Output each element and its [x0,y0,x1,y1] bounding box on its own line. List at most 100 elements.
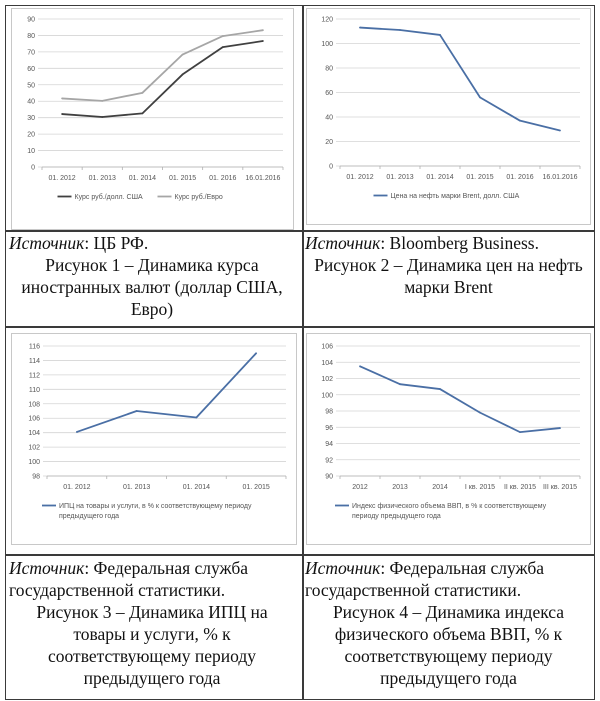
series-line [359,26,561,132]
source-line: Источник: ЦБ РФ. [9,232,295,254]
y-tick-label: 10 [27,148,35,155]
data-point [255,352,258,355]
data-point [359,365,361,368]
y-tick-label: 20 [27,132,35,139]
x-tick-label: 01. 2015 [169,175,196,182]
y-tick-label: 104 [28,430,40,437]
x-tick-label: 01. 2016 [506,174,533,181]
y-tick-label: 108 [28,401,40,408]
x-tick-label: 01. 2012 [346,174,373,181]
y-tick-label: 114 [29,358,40,365]
x-tick-label: 01. 2014 [183,484,210,491]
y-tick-label: 100 [321,392,333,399]
y-tick-label: 100 [28,459,40,466]
legend-label: Индекс физического объема ВВП, в % к соо… [352,502,547,510]
y-tick-label: 80 [27,33,35,40]
chart-exchange-rates: 0 10 20 30 40 50 60 70 80 90 01. 2012 01. 2013 01. 2… [11,8,294,230]
data-point [181,73,184,76]
caption-figure-2: Источник: Bloomberg Business. Рисунок 2 … [305,232,592,298]
figure-caption: Рисунок 2 – Динамика цен на нефть марки … [314,255,583,297]
data-point [439,34,441,36]
x-tick-label: 01. 2013 [386,174,413,181]
x-tick-label: 16.01.2016 [245,175,280,182]
series-line [62,29,264,102]
data-point [479,411,481,414]
series-line [76,352,257,433]
source-label: Источник [9,233,85,253]
chart-svg: 0 10 20 30 40 50 60 70 80 90 01. 2012 01. 2013 01. 2… [27,17,284,201]
data-point [141,112,144,115]
x-tick-label: III кв. 2015 [543,484,577,491]
y-tick-label: 102 [321,376,333,383]
x-tick-label: 01. 2013 [89,175,116,182]
chart-svg: 90 92 94 96 98 100 102 104 106 2012 2013 2014 I кв. … [321,344,581,520]
chart-brent-oil: 0 20 40 60 80 100 120 01. 2012 01. 2013 01. 2014 0… [306,8,591,225]
data-point [101,99,104,102]
data-point [399,383,401,386]
y-tick-label: 92 [325,457,333,464]
source-label: Источник [9,558,85,578]
caption-figure-4: Источник: Федеральная служба государстве… [305,557,592,689]
figure-caption: Рисунок 1 – Динамика курса иностранных в… [21,255,283,319]
y-tick-label: 90 [27,17,35,24]
x-tick-label: I кв. 2015 [465,484,495,491]
y-tick-label: 104 [321,360,333,367]
x-tick-label: 16.01.2016 [542,174,577,181]
y-tick-label: 96 [325,425,333,432]
figure-caption: Рисунок 3 – Динамика ИПЦ на товары и усл… [36,602,268,688]
y-tick-label: 30 [27,115,35,122]
data-point [559,129,561,132]
data-point [559,427,561,429]
data-point [75,431,78,433]
source-label: Источник [305,233,381,253]
x-tick-label: 01. 2014 [129,175,156,182]
y-tick-label: 0 [329,164,333,171]
y-tick-label: 102 [28,445,40,452]
data-point [101,116,104,118]
figure-table [5,5,595,700]
y-tick-label: 120 [321,17,333,24]
chart-svg: 98 100 102 104 106 108 110 112 114 116 01. 2012 01.… [28,344,287,520]
row-divider [6,326,594,328]
y-tick-label: 20 [325,139,333,146]
x-tick-label: 2013 [392,484,408,491]
y-tick-label: 70 [27,49,35,56]
x-tick-label: 01. 2015 [243,484,270,491]
y-tick-label: 106 [321,344,333,351]
x-tick-label: 01. 2012 [63,484,90,491]
y-tick-label: 112 [29,372,40,379]
y-tick-label: 106 [28,416,40,423]
y-tick-label: 40 [325,115,333,122]
legend-label-continued: предыдущего года [59,513,119,520]
y-tick-label: 100 [321,41,333,48]
data-point [519,431,521,434]
series-line [62,40,264,118]
data-point [479,96,481,99]
data-point [181,53,184,56]
y-tick-label: 60 [27,66,35,73]
data-point [135,410,138,412]
y-tick-label: 90 [325,474,333,481]
x-tick-label: 01. 2015 [466,174,493,181]
x-tick-label: 01. 2014 [426,174,453,181]
caption-figure-3: Источник: Федеральная служба государстве… [9,557,295,689]
legend-label-continued: периоду предыдущего года [352,513,441,520]
data-point [359,26,361,29]
y-tick-label: 0 [31,165,35,172]
x-tick-label: 2014 [432,484,448,491]
y-tick-label: 60 [325,90,333,97]
x-tick-label: 01. 2012 [48,175,75,182]
chart-svg: 0 20 40 60 80 100 120 01. 2012 01. 2013 01. 2014 0… [321,17,581,200]
row-divider [6,554,594,556]
source-line: Источник: Федеральная служба государстве… [9,557,295,601]
data-point [61,113,63,115]
data-point [439,388,441,390]
x-tick-label: 01. 2016 [209,175,236,182]
x-tick-label: 01. 2013 [123,484,150,491]
column-divider [302,6,304,699]
y-tick-label: 110 [29,387,40,394]
data-point [399,29,401,31]
data-point [221,35,224,38]
data-point [519,119,521,122]
source-line: Источник: Федеральная служба государстве… [305,557,592,601]
